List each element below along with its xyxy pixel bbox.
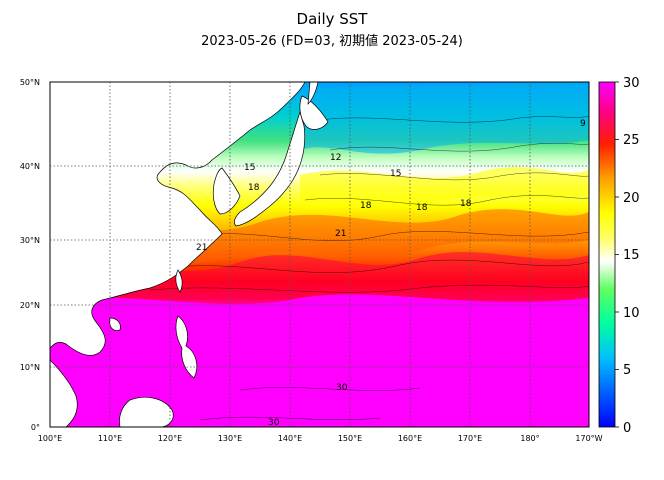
contour-label: 21	[196, 243, 207, 253]
contour-label: 12	[330, 153, 341, 163]
lat-tick-label: 20°N	[20, 301, 40, 310]
lon-tick-label: 110°E	[98, 434, 122, 443]
colorbar-tick-label: 25	[623, 133, 640, 148]
lat-tick-label: 10°N	[20, 363, 40, 372]
graticule	[50, 82, 589, 427]
colorbar-tick-label: 20	[623, 191, 640, 206]
colorbar: 0 5 10 15 20 25 30	[598, 76, 640, 436]
colorbar-tick-label: 0	[623, 421, 631, 436]
chart-subtitle: 2023-05-26 (FD=03, 初期値 2023-05-24)	[201, 34, 463, 49]
lat-tick-labels: 0° 10°N 20°N 30°N 40°N 50°N	[20, 78, 40, 432]
lon-tick-label: 120°E	[158, 434, 182, 443]
contour-label: 9	[580, 119, 586, 129]
lon-tick-label: 140°E	[278, 434, 302, 443]
lon-tick-label: 170°E	[458, 434, 482, 443]
chart-title: Daily SST	[296, 10, 368, 28]
colorbar-tick-label: 15	[623, 248, 640, 263]
contour-label: 21	[335, 229, 346, 239]
colorbar-ticks	[615, 81, 619, 428]
map-frame	[49, 81, 590, 428]
contour-label: 18	[416, 203, 428, 213]
colorbar-tick-label: 30	[623, 76, 640, 91]
lat-tick-label: 0°	[31, 423, 40, 432]
contour-label: 15	[244, 163, 255, 173]
colorbar-tick-label: 5	[623, 363, 631, 378]
lon-tick-label: 150°E	[338, 434, 362, 443]
contour-label: 15	[390, 169, 401, 179]
contour-lines	[149, 115, 589, 421]
lon-tick-label: 160°E	[398, 434, 422, 443]
lon-tick-label: 100°E	[38, 434, 62, 443]
contour-label: 18	[460, 199, 472, 209]
lat-tick-label: 30°N	[20, 236, 40, 245]
contour-label: 18	[360, 201, 372, 211]
lon-tick-label: 180°	[520, 434, 539, 443]
lon-tick-label: 130°E	[218, 434, 242, 443]
contour-labels: 9 12 15 15 18 18 18 18 21 21 30 30	[196, 119, 586, 428]
contour-label: 18	[248, 183, 260, 193]
lat-tick-label: 40°N	[20, 162, 40, 171]
lon-tick-labels: 100°E 110°E 120°E 130°E 140°E 150°E 160°…	[38, 434, 603, 443]
lat-tick-label: 50°N	[20, 78, 40, 87]
land-masses	[50, 82, 329, 427]
lon-tick-label: 170°W	[575, 434, 602, 443]
colorbar-scale	[598, 81, 616, 428]
colorbar-tick-label: 10	[623, 306, 640, 321]
sst-field	[50, 82, 589, 427]
contour-label: 30	[268, 418, 280, 428]
contour-label: 30	[336, 383, 348, 393]
